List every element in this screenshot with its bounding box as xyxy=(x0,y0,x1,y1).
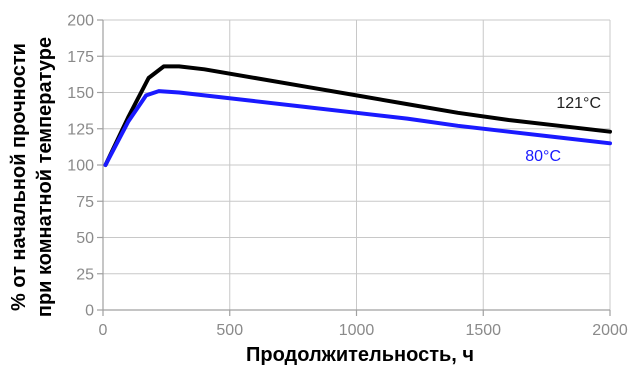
x-tick-label: 1000 xyxy=(339,322,375,339)
y-axis-title-line-2: при комнатной температуре xyxy=(34,37,56,317)
y-tick-label: 0 xyxy=(85,303,94,320)
y-tick-label: 150 xyxy=(67,85,94,102)
y-axis-title-line-1: % от начальной прочности xyxy=(8,43,30,311)
series-labels: 121°C 80°C xyxy=(525,95,601,165)
series-line-0 xyxy=(103,64,612,167)
y-tick-label: 25 xyxy=(76,266,94,283)
x-tick-label: 2000 xyxy=(592,322,628,339)
grid xyxy=(102,19,611,310)
y-tick-label: 100 xyxy=(67,158,94,175)
y-tick-label: 125 xyxy=(67,121,94,138)
series-label-0: 121°C xyxy=(556,95,601,112)
series-line-1 xyxy=(103,89,612,167)
series-group xyxy=(103,64,612,167)
x-tick-label: 0 xyxy=(99,322,108,339)
y-tick-label: 200 xyxy=(67,13,94,30)
x-axis-title: Продолжительность, ч xyxy=(246,344,474,366)
series-label-1: 80°C xyxy=(525,148,561,165)
y-tick-label: 175 xyxy=(67,49,94,66)
y-axis-title: % от начальной прочности при комнатной т… xyxy=(8,37,56,317)
y-tick-label: 50 xyxy=(76,230,94,247)
x-tick-label: 1500 xyxy=(465,322,501,339)
axes xyxy=(97,19,611,316)
y-tick-label: 75 xyxy=(76,194,94,211)
x-tick-label: 500 xyxy=(216,322,243,339)
